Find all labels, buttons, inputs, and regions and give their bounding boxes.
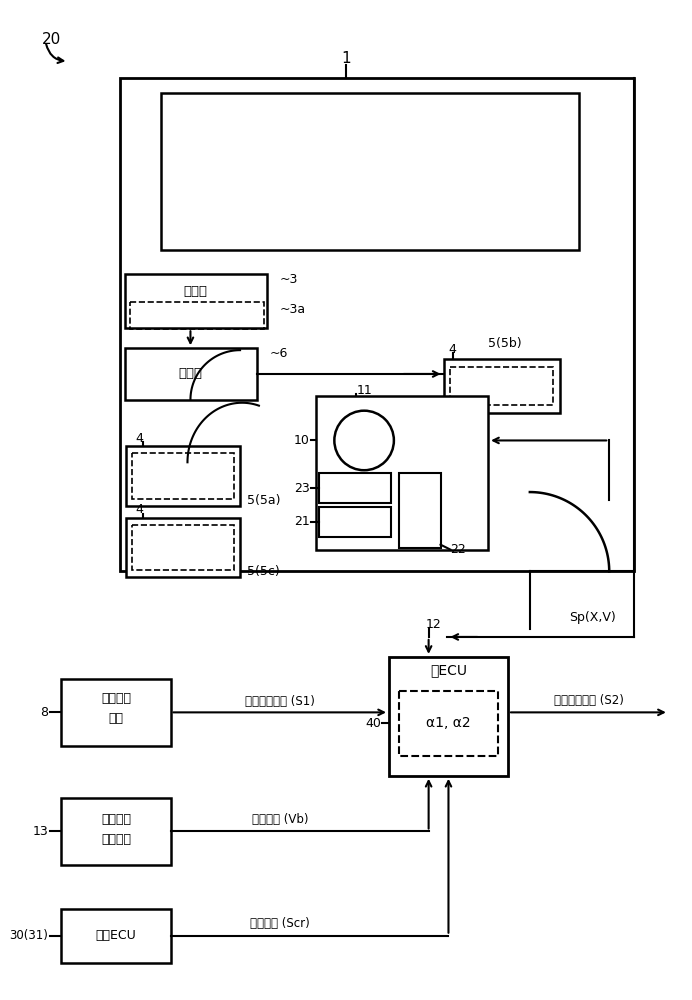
Bar: [320, 507, 391, 537]
Bar: [125, 274, 267, 328]
Bar: [130, 302, 264, 329]
Bar: [132, 453, 234, 499]
Text: 21: 21: [294, 515, 309, 528]
Bar: [125, 348, 257, 400]
Text: 4: 4: [448, 343, 456, 356]
Text: α1, α2: α1, α2: [426, 716, 471, 730]
Circle shape: [334, 411, 394, 470]
Text: 22: 22: [450, 543, 466, 556]
Bar: [389, 657, 508, 776]
Text: 13: 13: [33, 825, 48, 838]
Text: 门把手: 门把手: [183, 285, 208, 298]
Bar: [316, 396, 488, 550]
Text: 操作输入信号 (S1): 操作输入信号 (S1): [245, 695, 315, 708]
Text: ~6: ~6: [270, 347, 288, 360]
Text: 车载电源: 车载电源: [101, 813, 131, 826]
Bar: [120, 78, 634, 571]
Bar: [399, 691, 498, 756]
Text: 门ECU: 门ECU: [430, 664, 467, 678]
Text: 5(5a): 5(5a): [247, 494, 280, 507]
Bar: [320, 473, 391, 503]
Text: 10: 10: [293, 434, 309, 447]
Text: （电池）: （电池）: [101, 833, 131, 846]
Bar: [62, 679, 171, 746]
Bar: [126, 446, 240, 506]
Text: 4: 4: [136, 503, 144, 516]
Bar: [62, 909, 171, 963]
Bar: [126, 518, 240, 577]
Text: 30(31): 30(31): [10, 929, 48, 942]
Text: 遥控器: 遥控器: [179, 367, 203, 380]
Text: Sp(X,V): Sp(X,V): [570, 611, 617, 624]
Text: 20: 20: [42, 32, 61, 47]
Text: 1: 1: [341, 51, 351, 66]
Bar: [399, 473, 441, 548]
Text: 12: 12: [426, 618, 441, 631]
Bar: [132, 525, 234, 570]
Text: 5(5b): 5(5b): [488, 337, 522, 350]
Text: 操作输入: 操作输入: [101, 692, 131, 705]
Text: 锁定控制信号 (S2): 锁定控制信号 (S2): [554, 694, 624, 707]
Bar: [62, 798, 171, 865]
Text: 引擎ECU: 引擎ECU: [95, 929, 136, 942]
Text: 电源电压 (Vb): 电源电压 (Vb): [251, 813, 308, 826]
Text: 单元: 单元: [109, 712, 124, 725]
Bar: [444, 359, 560, 413]
Text: 起动信号 (Scr): 起动信号 (Scr): [250, 917, 309, 930]
Text: 5(5c): 5(5c): [247, 565, 280, 578]
Text: 11: 11: [356, 384, 372, 397]
Text: ~3a: ~3a: [280, 303, 306, 316]
Bar: [450, 367, 553, 405]
Text: 40: 40: [365, 717, 381, 730]
Text: 8: 8: [41, 706, 48, 719]
Text: 23: 23: [294, 482, 309, 495]
Text: ~3: ~3: [280, 273, 298, 286]
Text: 4: 4: [136, 432, 144, 445]
Bar: [161, 93, 579, 250]
